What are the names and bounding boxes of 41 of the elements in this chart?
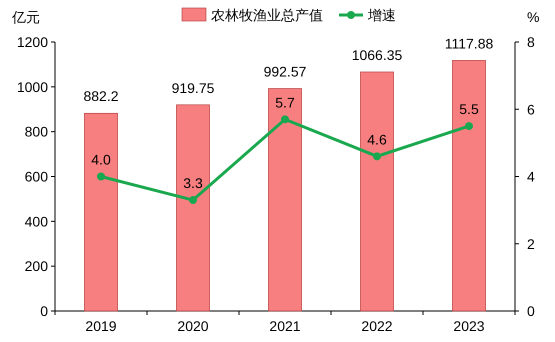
data-label: 882.2 — [83, 88, 119, 104]
x-tick-label: 2019 — [85, 318, 117, 334]
x-tick-label: 2022 — [361, 318, 393, 334]
bar — [84, 112, 118, 312]
point — [465, 122, 473, 130]
bar — [452, 60, 486, 312]
data-label: 3.3 — [183, 175, 203, 192]
legend-label: 增速 — [367, 7, 396, 23]
y-tick-label: 800 — [24, 124, 48, 140]
y-tick-label: 600 — [24, 168, 48, 184]
y2-tick-label: 4 — [527, 168, 535, 184]
y2-tick-label: 0 — [527, 303, 535, 319]
data-label: 4.0 — [91, 152, 111, 168]
y-tick-label: 200 — [24, 258, 48, 274]
bar — [268, 88, 302, 312]
x-tick-label: 2021 — [269, 318, 301, 334]
data-label: 5.5 — [459, 101, 479, 118]
y-tick-label: 0 — [40, 303, 48, 319]
y2-tick-label: 2 — [527, 236, 535, 252]
legend-label: 农林牧渔业总产值 — [211, 7, 323, 23]
data-label: 5.7 — [275, 94, 295, 110]
point — [189, 196, 197, 204]
data-label: 919.75 — [172, 80, 215, 96]
y-tick-label: 1000 — [16, 78, 48, 95]
bar — [360, 72, 394, 312]
y2-tick-label: 6 — [527, 101, 535, 118]
point — [373, 152, 381, 160]
x-tick-label: 2023 — [453, 318, 485, 334]
data-label: 992.57 — [264, 64, 307, 80]
point — [97, 172, 105, 180]
y-axis-title: 亿元 — [11, 9, 40, 25]
data-label: 4.6 — [367, 131, 387, 148]
data-label: 1066.35 — [352, 46, 403, 63]
point — [281, 115, 289, 124]
bar — [176, 104, 210, 312]
y-tick-label: 1200 — [16, 34, 48, 50]
y-tick-label: 400 — [24, 213, 48, 230]
data-label: 1117.88 — [444, 35, 494, 52]
y2-tick-label: 8 — [527, 34, 535, 50]
y2-axis-title: % — [527, 9, 540, 25]
x-tick-label: 2020 — [177, 318, 209, 334]
